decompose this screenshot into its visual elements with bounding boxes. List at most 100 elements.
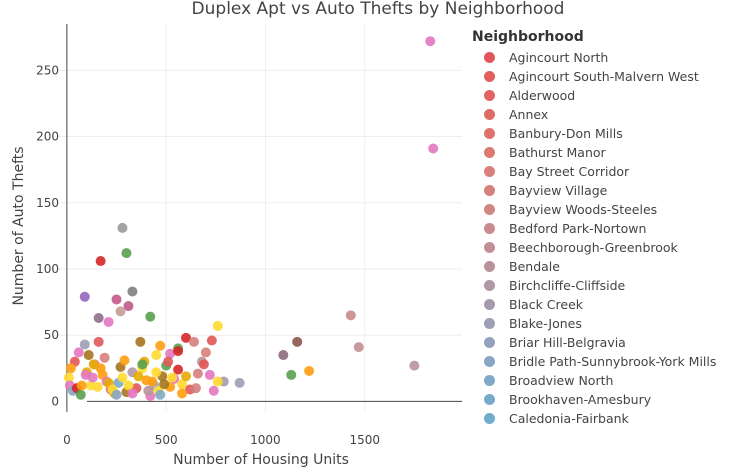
data-point	[111, 294, 122, 305]
legend-marker-icon	[484, 185, 495, 196]
data-point	[190, 383, 201, 394]
legend-item-label: Broadview North	[509, 373, 614, 388]
legend-item[interactable]: Bayview Village	[472, 181, 755, 200]
data-point	[165, 348, 176, 359]
legend-marker-icon	[484, 90, 495, 101]
legend-items: Agincourt North Agincourt South-Malvern W…	[472, 48, 755, 428]
legend-item[interactable]: Birchcliffe-Cliffside	[472, 276, 755, 295]
legend-item-label: Brookhaven-Amesbury	[509, 392, 652, 407]
data-point	[159, 379, 170, 390]
data-point	[95, 256, 106, 267]
legend-item[interactable]: Bendale	[472, 257, 755, 276]
x-tick-label: 1500	[349, 433, 380, 447]
legend-item-label: Birchcliffe-Cliffside	[509, 278, 626, 293]
legend-marker-icon	[484, 109, 495, 120]
data-point	[65, 363, 76, 374]
data-point	[173, 364, 184, 375]
legend-item-label: Briar Hill-Belgravia	[509, 335, 626, 350]
data-point	[292, 336, 303, 347]
data-point	[425, 36, 436, 47]
data-point	[93, 312, 104, 323]
data-point	[123, 380, 134, 391]
y-tick-label: 200	[36, 130, 59, 144]
data-point	[133, 371, 144, 382]
x-tick-label: 500	[155, 433, 178, 447]
data-point	[181, 371, 192, 382]
legend-item-label: Agincourt South-Malvern West	[509, 69, 699, 84]
legend-item-label: Annex	[509, 107, 549, 122]
data-point	[198, 359, 209, 370]
legend-item-label: Bayview Village	[509, 183, 608, 198]
legend-item[interactable]: Bathurst Manor	[472, 143, 755, 162]
legend-item[interactable]: Annex	[472, 105, 755, 124]
data-point	[117, 222, 128, 233]
data-point	[79, 291, 90, 302]
axes: 0 500 1000 1500 0 50 100 150 200 250	[36, 24, 462, 447]
legend-item[interactable]: Bayview Woods-Steeles	[472, 200, 755, 219]
data-point	[99, 352, 110, 363]
legend-item[interactable]: Black Creek	[472, 295, 755, 314]
legend-item[interactable]: Banbury-Don Mills	[472, 124, 755, 143]
data-point	[137, 359, 148, 370]
legend-marker-icon	[484, 223, 495, 234]
legend-item-label: Beechborough-Greenbrook	[509, 240, 678, 255]
data-point	[278, 350, 289, 361]
data-point	[115, 306, 126, 317]
y-tick-label: 50	[44, 328, 59, 342]
legend-item[interactable]: Agincourt South-Malvern West	[472, 67, 755, 86]
legend-item[interactable]: Bridle Path-Sunnybrook-York Mills	[472, 352, 755, 371]
data-point	[353, 342, 364, 353]
legend-item[interactable]: Alderwood	[472, 86, 755, 105]
data-point	[177, 379, 188, 390]
data-point	[119, 355, 130, 366]
legend-item[interactable]: Bedford Park-Nortown	[472, 219, 755, 238]
data-point	[188, 336, 199, 347]
legend-item-label: Bedford Park-Nortown	[509, 221, 647, 236]
data-point	[192, 368, 203, 379]
legend-item[interactable]: Caledonia-Fairbank	[472, 409, 755, 428]
legend-marker-icon	[484, 375, 495, 386]
legend-marker-icon	[484, 299, 495, 310]
data-point	[63, 372, 74, 383]
data-points	[63, 36, 439, 402]
legend-marker-icon	[484, 261, 495, 272]
data-point	[145, 311, 156, 322]
legend-item-label: Alderwood	[509, 88, 576, 103]
legend-item[interactable]: Bay Street Corridor	[472, 162, 755, 181]
legend-item[interactable]: Agincourt North	[472, 48, 755, 67]
data-point	[83, 350, 94, 361]
legend-item-label: Black Creek	[509, 297, 584, 312]
legend-item-label: Banbury-Don Mills	[509, 126, 623, 141]
data-point	[127, 286, 138, 297]
data-point	[177, 388, 188, 399]
legend-item-label: Blake-Jones	[509, 316, 582, 331]
data-point	[88, 359, 99, 370]
legend-marker-icon	[484, 356, 495, 367]
data-point	[286, 369, 297, 380]
legend-item[interactable]: Briar Hill-Belgravia	[472, 333, 755, 352]
legend-item[interactable]: Beechborough-Greenbrook	[472, 238, 755, 257]
data-point	[117, 372, 128, 383]
legend-item-label: Bendale	[509, 259, 560, 274]
chart-title: Duplex Apt vs Auto Thefts by Neighborhoo…	[192, 0, 565, 19]
x-tick-label: 0	[63, 433, 71, 447]
legend-marker-icon	[484, 280, 495, 291]
data-point	[181, 332, 192, 343]
legend-item[interactable]: Blake-Jones	[472, 314, 755, 333]
data-point	[75, 389, 86, 400]
legend-marker-icon	[484, 413, 495, 424]
data-point	[204, 369, 215, 380]
data-point	[127, 388, 138, 399]
data-point	[147, 376, 158, 387]
x-tick-label: 1000	[250, 433, 281, 447]
grid-lines	[52, 24, 462, 412]
x-axis-label: Number of Housing Units	[173, 452, 349, 467]
legend-marker-icon	[484, 394, 495, 405]
data-point	[80, 369, 91, 380]
legend-marker-icon	[484, 52, 495, 63]
data-point	[151, 367, 162, 378]
legend-item[interactable]: Broadview North	[472, 371, 755, 390]
data-point	[206, 335, 217, 346]
legend-item[interactable]: Brookhaven-Amesbury	[472, 390, 755, 409]
